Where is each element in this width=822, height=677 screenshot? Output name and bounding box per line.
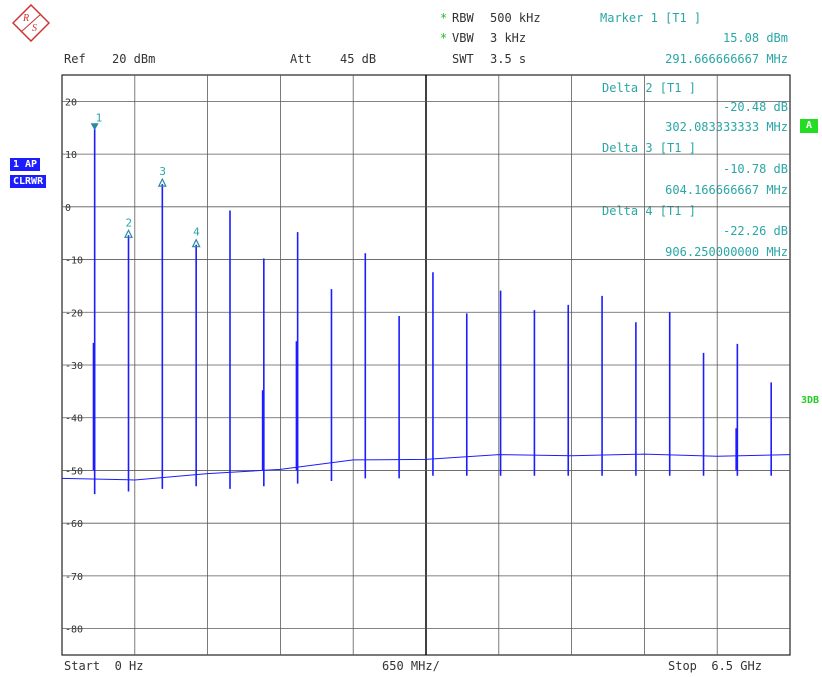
noise-floor-trace <box>61 453 791 481</box>
marker1-freq: 291.666666667 MHz <box>665 52 788 66</box>
swt-value: 3.5 s <box>490 52 527 66</box>
y-tick-label: 0 <box>65 203 71 214</box>
ref-value: 20 dBm <box>112 52 156 66</box>
rohde-schwarz-logo: R S <box>12 4 50 42</box>
delta4-title: Delta 4 [T1 ] <box>602 204 696 218</box>
delta4-freq: 906.250000000 MHz <box>665 245 788 259</box>
delta4-level: -22.26 dB <box>722 224 788 238</box>
y-tick-label: -30 <box>65 361 83 372</box>
marker-label: 1 <box>96 111 103 124</box>
y-tick-label: -50 <box>65 466 83 477</box>
marker-triangle <box>157 177 167 187</box>
y-tick-label: -20 <box>65 308 83 319</box>
vbw-label: VBW <box>452 31 474 45</box>
att-label: Att <box>290 52 312 66</box>
start-frequency: Start 0 Hz <box>64 659 144 673</box>
delta2-title: Delta 2 [T1 ] <box>602 81 696 95</box>
trace-ap-tag: 1 AP <box>10 158 41 171</box>
marker-triangle <box>124 228 133 238</box>
marker1-level: 15.08 dBm <box>722 31 788 45</box>
y-tick-label: 10 <box>65 150 77 161</box>
span-per-division: 650 MHz/ <box>382 659 440 673</box>
y-tick-label: -40 <box>65 414 83 425</box>
trace-mode-tag: CLRWR <box>10 175 47 188</box>
svg-text:S: S <box>32 23 37 34</box>
marker1-title: Marker 1 [T1 ] <box>600 11 702 25</box>
y-tick-label: -70 <box>65 572 83 583</box>
marker-triangle <box>191 238 201 248</box>
vbw-value: 3 kHz <box>490 31 527 45</box>
limit-3db-tag: 3DB <box>801 395 820 406</box>
delta3-level: -10.78 dB <box>722 162 788 176</box>
stop-frequency: Stop 6.5 GHz <box>668 659 762 673</box>
y-tick-label: -60 <box>65 519 83 530</box>
marker-label: 3 <box>159 165 166 178</box>
vbw-star: * <box>440 31 448 45</box>
y-tick-label: 20 <box>65 97 77 108</box>
rbw-label: RBW <box>452 11 474 25</box>
delta3-freq: 604.166666667 MHz <box>665 183 788 197</box>
delta2-level: -20.48 dB <box>722 100 788 114</box>
svg-text:R: R <box>22 13 29 24</box>
swt-label: SWT <box>452 52 474 66</box>
marker-label: 4 <box>193 226 200 239</box>
delta2-freq: 302.083333333 MHz <box>665 120 788 134</box>
y-tick-label: -80 <box>65 625 83 636</box>
rbw-value: 500 kHz <box>490 11 541 25</box>
delta3-title: Delta 3 [T1 ] <box>602 141 696 155</box>
att-value: 45 dB <box>340 52 377 66</box>
ref-label: Ref <box>64 52 86 66</box>
marker-label: 2 <box>126 216 133 229</box>
marker-triangle <box>90 123 99 131</box>
rbw-star: * <box>440 11 448 25</box>
y-tick-label: -10 <box>65 256 83 267</box>
limit-a-tag: A <box>800 119 819 133</box>
